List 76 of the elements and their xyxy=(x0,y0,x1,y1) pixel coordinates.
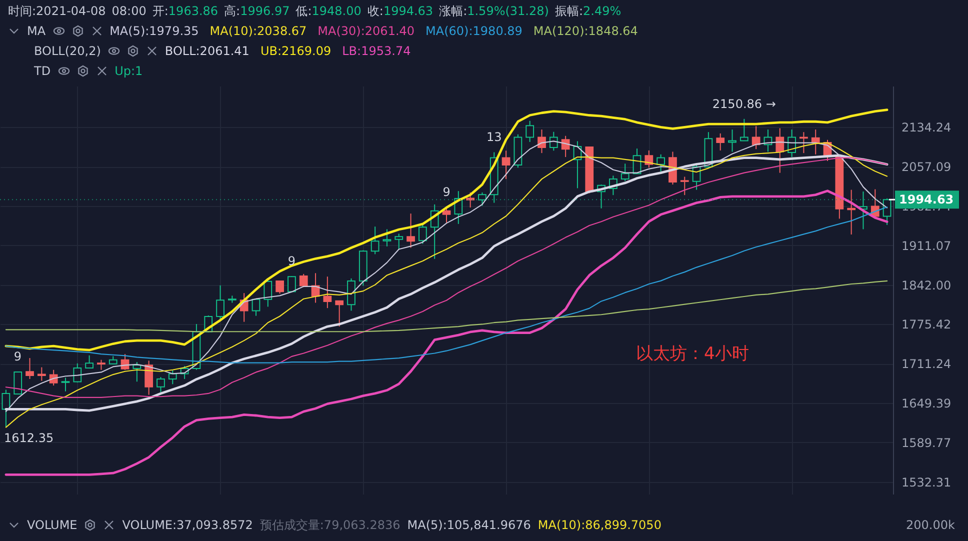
y-tick-label: 2134.24 xyxy=(902,120,952,135)
y-tick-label: 1842.00 xyxy=(902,278,952,292)
text: TD xyxy=(34,64,51,78)
annotation: 13 xyxy=(486,130,502,144)
text: BOLL:2061.41 xyxy=(164,44,250,58)
candlestick xyxy=(538,129,546,154)
text: Up:1 xyxy=(114,64,143,78)
candlestick xyxy=(347,278,356,312)
y-tick-label: 1711.24 xyxy=(902,357,952,372)
candlestick xyxy=(132,362,142,382)
text: MA(60):1980.89 xyxy=(426,24,522,38)
text: 200.00k xyxy=(906,518,955,532)
text: VOLUME:37,093.8572 xyxy=(122,518,253,532)
candlestick xyxy=(323,276,332,309)
candlestick xyxy=(740,118,748,142)
candlestick xyxy=(502,150,510,180)
candlestick xyxy=(252,298,260,316)
candlestick xyxy=(370,226,380,255)
candlestick xyxy=(716,132,725,151)
candlestick xyxy=(37,366,46,382)
annotation: 9 xyxy=(442,185,450,200)
y-tick-label: 2057.09 xyxy=(902,160,952,174)
candlestick xyxy=(61,377,70,392)
chart-title: 时间:2021-04-08 08:00 开:1963.86 高:1996.97 低:1948.00 收:1994.63 涨幅:1.59%(31.28) 振幅:2.49% xyxy=(8,4,622,18)
text: LB:1953.74 xyxy=(342,44,411,58)
candlestick xyxy=(382,228,392,247)
annotation: 9 xyxy=(14,350,22,364)
text: 预估成交量:79,063.2836 xyxy=(260,516,400,534)
candlestick xyxy=(561,135,570,158)
candlestick xyxy=(466,192,475,208)
candlestick xyxy=(73,362,82,383)
text: MA(30):2061.40 xyxy=(318,24,415,38)
candlestick xyxy=(847,189,856,235)
text: MA(10):86,899.7050 xyxy=(538,518,662,532)
candlestick xyxy=(406,213,415,248)
candlestick xyxy=(276,280,284,294)
candlestick xyxy=(680,176,689,196)
candlestick xyxy=(26,358,34,380)
candlestick xyxy=(156,376,165,393)
candlestick xyxy=(394,233,404,250)
y-tick-label: 1911.07 xyxy=(902,238,952,253)
candlestick xyxy=(85,354,94,370)
candlestick xyxy=(620,163,630,182)
candlestick xyxy=(478,192,486,206)
annotation: 以太坊：4小时 xyxy=(636,343,749,365)
y-tick-label: 1775.42 xyxy=(902,318,952,332)
annotation: 9 xyxy=(288,254,296,268)
candlestick xyxy=(335,300,344,328)
line-series xyxy=(5,280,888,332)
candlestick xyxy=(418,224,427,244)
text: UB:2169.09 xyxy=(260,44,332,58)
candlestick xyxy=(299,273,308,288)
y-tick-label: 1532.31 xyxy=(902,475,952,490)
candlestick xyxy=(97,359,106,370)
candlestick xyxy=(442,206,451,224)
annotation: 1612.35 xyxy=(4,431,54,445)
candlestick xyxy=(144,360,154,396)
text: MA(5):1979.35 xyxy=(110,24,199,38)
y-tick-label: 1589.77 xyxy=(902,436,952,450)
y-tick-label: 1649.39 xyxy=(902,396,952,411)
candlestick xyxy=(14,371,22,394)
text: MA(120):1848.64 xyxy=(533,24,638,38)
text: MA(10):2038.67 xyxy=(210,24,307,38)
candlestick xyxy=(728,129,736,152)
candlestick xyxy=(288,276,296,293)
text: BOLL(20,2) xyxy=(34,44,101,58)
text: VOLUME xyxy=(27,518,78,532)
annotation: 2150.86 → xyxy=(712,96,776,111)
ref-line-label: 1994.63 xyxy=(899,192,954,207)
text: MA(5):105,841.9676 xyxy=(407,518,531,532)
candlestick xyxy=(168,370,177,385)
candlestick xyxy=(216,284,224,320)
text: MA xyxy=(27,24,46,38)
candlestick xyxy=(644,150,654,168)
candlestick xyxy=(656,154,666,172)
candlestick xyxy=(526,120,534,142)
